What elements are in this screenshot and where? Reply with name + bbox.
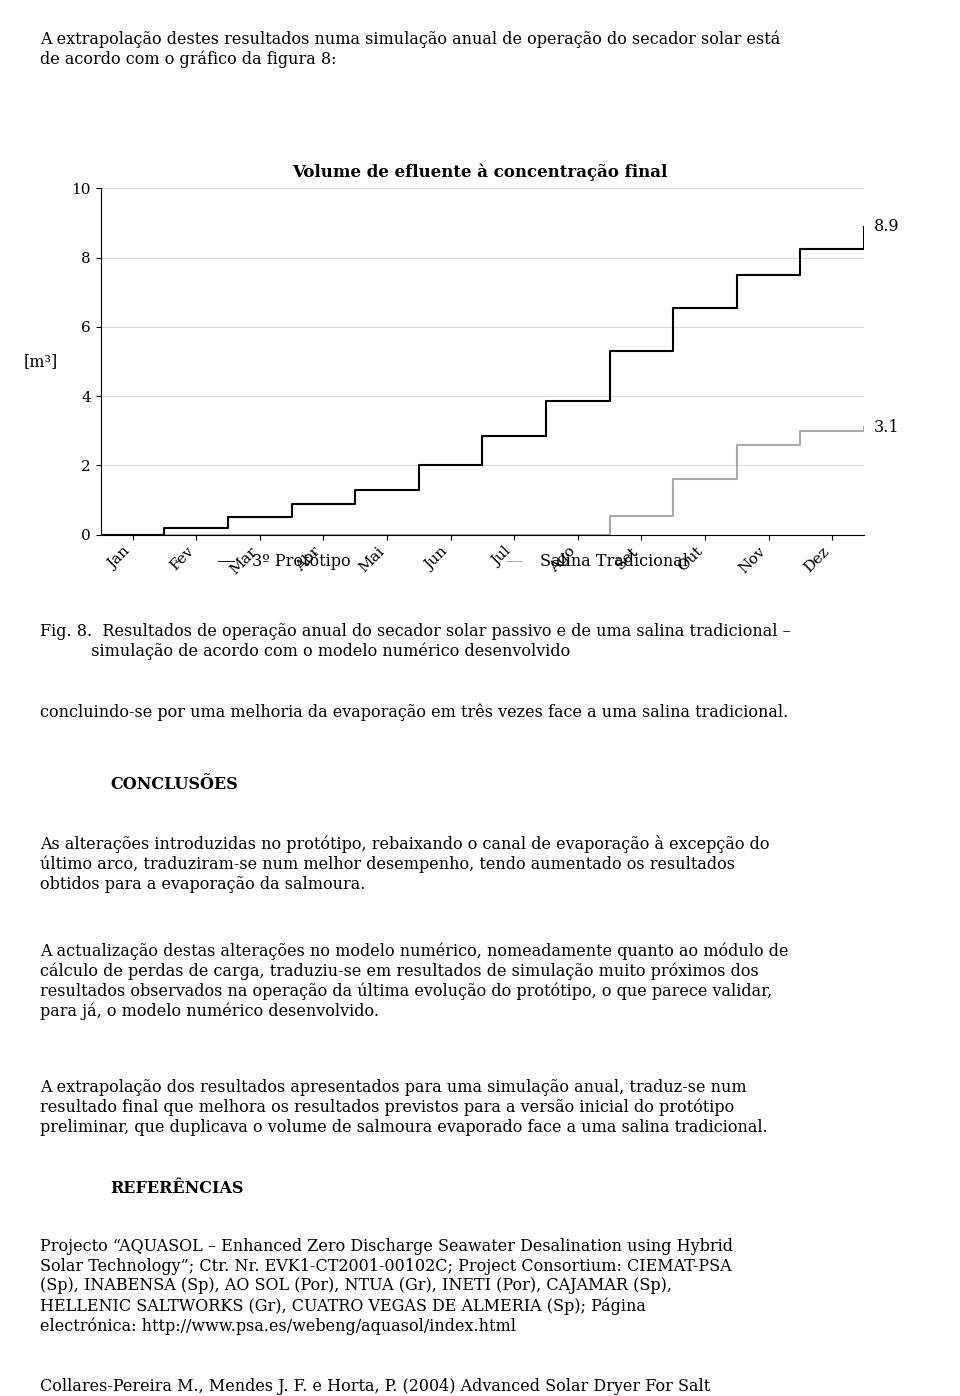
Text: A extrapolação destes resultados numa simulação anual de operação do secador sol: A extrapolação destes resultados numa si…	[40, 31, 780, 68]
Text: A actualização destas alterações no modelo numérico, nomeadamente quanto ao módu: A actualização destas alterações no mode…	[40, 942, 789, 1020]
Text: —: —	[216, 553, 235, 570]
Text: 8.9: 8.9	[874, 218, 900, 235]
Text: Projecto “AQUASOL – Enhanced Zero Discharge Seawater Desalination using Hybrid
S: Projecto “AQUASOL – Enhanced Zero Discha…	[40, 1238, 733, 1335]
Text: A extrapolação dos resultados apresentados para uma simulação anual, traduz-se n: A extrapolação dos resultados apresentad…	[40, 1079, 768, 1136]
Text: CONCLUSÕES: CONCLUSÕES	[110, 776, 238, 793]
Text: REFERÊNCIAS: REFERÊNCIAS	[110, 1180, 244, 1196]
Text: Fig. 8.  Resultados de operação anual do secador solar passivo e de uma salina t: Fig. 8. Resultados de operação anual do …	[40, 623, 791, 660]
Text: Collares-Pereira M., Mendes J. F. e Horta, P. (2004) Advanced Solar Dryer For Sa: Collares-Pereira M., Mendes J. F. e Hort…	[40, 1378, 710, 1395]
Text: —: —	[504, 553, 523, 570]
Text: Salina Tradicional: Salina Tradicional	[540, 553, 688, 570]
Text: concluindo-se por uma melhoria da evaporação em três vezes face a uma salina tra: concluindo-se por uma melhoria da evapor…	[40, 704, 788, 722]
Text: 3º Protótipo: 3º Protótipo	[252, 553, 351, 570]
Text: As alterações introduzidas no protótipo, rebaixando o canal de evaporação à exce: As alterações introduzidas no protótipo,…	[40, 835, 770, 892]
Y-axis label: [m³]: [m³]	[24, 353, 59, 370]
Text: Volume de efluente à concentração final: Volume de efluente à concentração final	[292, 163, 668, 181]
Text: 3.1: 3.1	[874, 419, 900, 436]
